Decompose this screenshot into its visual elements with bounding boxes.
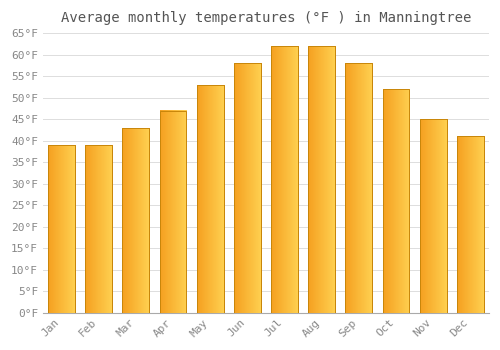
Bar xyxy=(457,136,483,313)
Bar xyxy=(234,63,260,313)
Bar xyxy=(48,145,75,313)
Bar xyxy=(308,46,335,313)
Bar xyxy=(48,145,75,313)
Bar xyxy=(160,111,186,313)
Title: Average monthly temperatures (°F ) in Manningtree: Average monthly temperatures (°F ) in Ma… xyxy=(60,11,471,25)
Bar xyxy=(234,63,260,313)
Bar xyxy=(122,128,149,313)
Bar xyxy=(346,63,372,313)
Bar xyxy=(382,89,409,313)
Bar xyxy=(382,89,409,313)
Bar xyxy=(160,111,186,313)
Bar xyxy=(420,119,446,313)
Bar xyxy=(457,136,483,313)
Bar xyxy=(271,46,298,313)
Bar xyxy=(271,46,298,313)
Bar xyxy=(86,145,112,313)
Bar xyxy=(122,128,149,313)
Bar xyxy=(197,85,224,313)
Bar xyxy=(308,46,335,313)
Bar xyxy=(197,85,224,313)
Bar xyxy=(420,119,446,313)
Bar xyxy=(346,63,372,313)
Bar xyxy=(86,145,112,313)
